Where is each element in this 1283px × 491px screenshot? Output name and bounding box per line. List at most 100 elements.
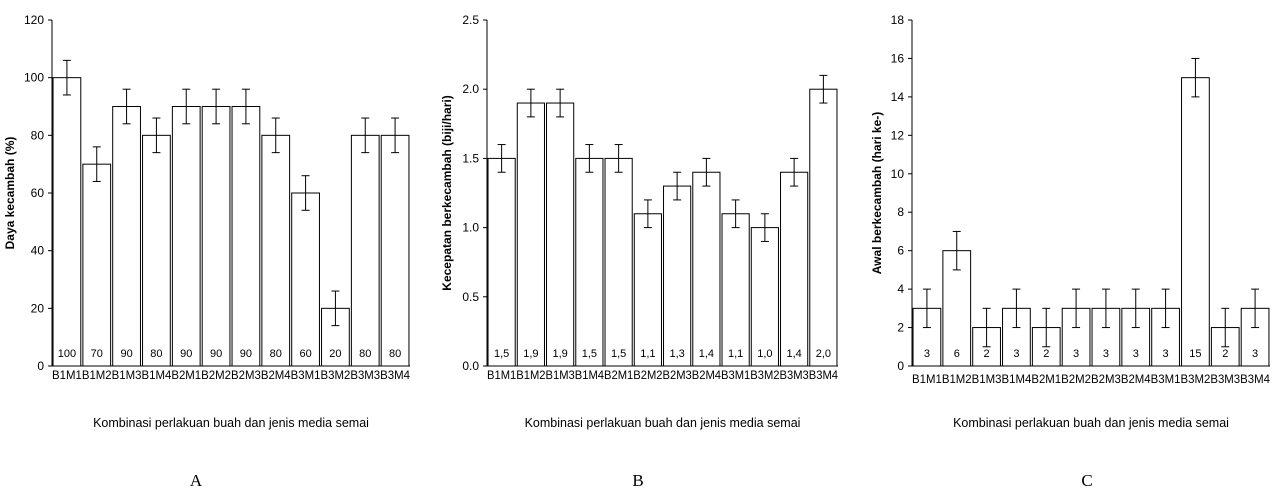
chart-c-category-label: B3M2	[1181, 374, 1211, 386]
chart-c-y-tick-label: 12	[891, 128, 905, 142]
chart-c-category-label: B1M4	[1002, 374, 1032, 386]
chart-c-bar	[1121, 307, 1151, 367]
chart-c-data-label: 2	[984, 348, 990, 360]
chart-a-bar	[201, 106, 231, 367]
chart-b-data-label: 1,0	[757, 348, 772, 360]
chart-b-category-label: B1M1	[487, 370, 516, 382]
chart-b-category-label: B3M2	[750, 370, 779, 382]
chart-c-y-tick-label: 14	[891, 90, 905, 104]
chart-c-y-tick-label: 16	[891, 51, 905, 65]
chart-b-category-label: B2M1	[604, 370, 633, 382]
chart-b-category-label: B2M4	[692, 370, 722, 382]
chart-b-data-label: 1,3	[669, 348, 684, 360]
chart-a-category-label: B3M2	[321, 370, 351, 382]
chart-a-y-tick-label: 80	[31, 128, 45, 142]
chart-c-bar	[1181, 77, 1210, 367]
chart-a-data-label: 90	[120, 348, 132, 360]
chart-a-bar	[171, 106, 201, 367]
chart-a-category-label: B1M2	[82, 370, 112, 382]
chart-b-category-label: B2M3	[663, 370, 692, 382]
chart-c-category-label: B2M3	[1091, 374, 1121, 386]
chart-a-category-label: B2M3	[231, 370, 261, 382]
chart-c-data-label: 3	[1013, 348, 1019, 360]
chart-b-data-label: 1,5	[582, 348, 597, 360]
chart-a-data-label: 20	[329, 348, 341, 360]
chart-c-category-label: B2M4	[1121, 374, 1151, 386]
chart-b-category-label: B3M4	[809, 370, 839, 382]
chart-a-category-label: B2M4	[261, 370, 291, 382]
chart-b-category-label: B1M2	[516, 370, 545, 382]
chart-a-bar	[82, 163, 112, 367]
chart-a-data-label: 80	[150, 348, 162, 360]
chart-a-category-label: B2M1	[171, 370, 201, 382]
chart-c-category-label: B1M2	[942, 374, 972, 386]
chart-c-bar	[1240, 307, 1270, 367]
chart-b-panel-label: B	[632, 471, 643, 490]
chart-b-y-tick-label: 0.0	[462, 359, 479, 373]
chart-b-x-axis-title: Kombinasi perlakuan buah dan jenis media…	[525, 416, 801, 430]
chart-a-data-label: 70	[91, 348, 103, 360]
chart-a-data-label: 80	[359, 348, 371, 360]
chart-c-data-label: 3	[924, 348, 930, 360]
chart-a-y-tick-label: 60	[31, 186, 45, 200]
chart-b-bar	[809, 88, 838, 367]
chart-b-data-label: 1,9	[552, 348, 567, 360]
chart-b-data-label: 1,1	[640, 348, 655, 360]
chart-b-data-label: 1,4	[786, 348, 801, 360]
chart-c-x-axis-title: Kombinasi perlakuan buah dan jenis media…	[953, 416, 1229, 430]
chart-c-category-label: B1M3	[972, 374, 1002, 386]
chart-a-data-label: 90	[180, 348, 192, 360]
chart-b-y-tick-label: 0.5	[462, 290, 479, 304]
chart-b-bar	[575, 157, 604, 367]
chart-c-category-label: B3M1	[1151, 374, 1181, 386]
chart-c-data-label: 3	[1103, 348, 1109, 360]
chart-b-category-label: B3M1	[721, 370, 750, 382]
chart-a-data-label: 100	[58, 348, 76, 360]
chart-b-y-tick-label: 2.0	[462, 82, 479, 96]
chart-b-data-label: 1,5	[611, 348, 626, 360]
chart-c-data-label: 3	[1133, 348, 1139, 360]
chart-a-category-label: B2M2	[201, 370, 231, 382]
chart-b-bar	[604, 157, 633, 367]
chart-a-data-label: 90	[240, 348, 252, 360]
chart-b-bar	[633, 213, 662, 367]
chart-c-y-tick-label: 4	[897, 282, 904, 296]
chart-c-panel-label: C	[1081, 471, 1092, 490]
chart-c-data-label: 15	[1189, 348, 1201, 360]
chart-c-data-label: 3	[1073, 348, 1079, 360]
chart-b-data-label: 1,4	[699, 348, 714, 360]
chart-b-y-tick-label: 1.0	[462, 221, 479, 235]
chart-a-data-label: 90	[210, 348, 222, 360]
chart-a-y-tick-label: 0	[37, 359, 44, 373]
chart-b-bar	[546, 102, 575, 367]
chart-a-data-label: 60	[299, 348, 311, 360]
chart-a-bar	[231, 106, 261, 367]
chart-a-bar	[142, 134, 171, 367]
chart-b-y-axis-title: Kecepatan berkecambah (biji/hari)	[440, 95, 454, 290]
chart-b-category-label: B1M3	[546, 370, 575, 382]
chart-a-y-tick-label: 120	[24, 13, 44, 27]
chart-a-bar	[291, 192, 320, 367]
chart-b-bar	[516, 102, 545, 367]
chart-c-category-label: B3M4	[1240, 374, 1270, 386]
chart-b-category-label: B1M4	[575, 370, 605, 382]
chart-c-category-label: B2M1	[1031, 374, 1061, 386]
chart-c-data-label: 2	[1043, 348, 1049, 360]
chart-c-data-label: 6	[954, 348, 960, 360]
chart-c-y-tick-label: 2	[897, 321, 904, 335]
chart-c-category-label: B3M3	[1210, 374, 1240, 386]
chart-b-bar	[487, 157, 516, 367]
chart-b-bar	[692, 171, 721, 367]
chart-a-category-label: B3M3	[350, 370, 380, 382]
chart-a-y-tick-label: 20	[31, 301, 45, 315]
chart-b-category-label: B3M3	[780, 370, 809, 382]
chart-a-panel-label: A	[190, 471, 203, 490]
chart-b-bar	[721, 213, 750, 367]
chart-b-y-tick-label: 1.5	[462, 151, 479, 165]
chart-a-y-tick-label: 100	[24, 71, 44, 85]
chart-c-data-label: 2	[1222, 348, 1228, 360]
chart-b-data-label: 1,9	[523, 348, 538, 360]
chart-a-bar	[52, 77, 82, 367]
